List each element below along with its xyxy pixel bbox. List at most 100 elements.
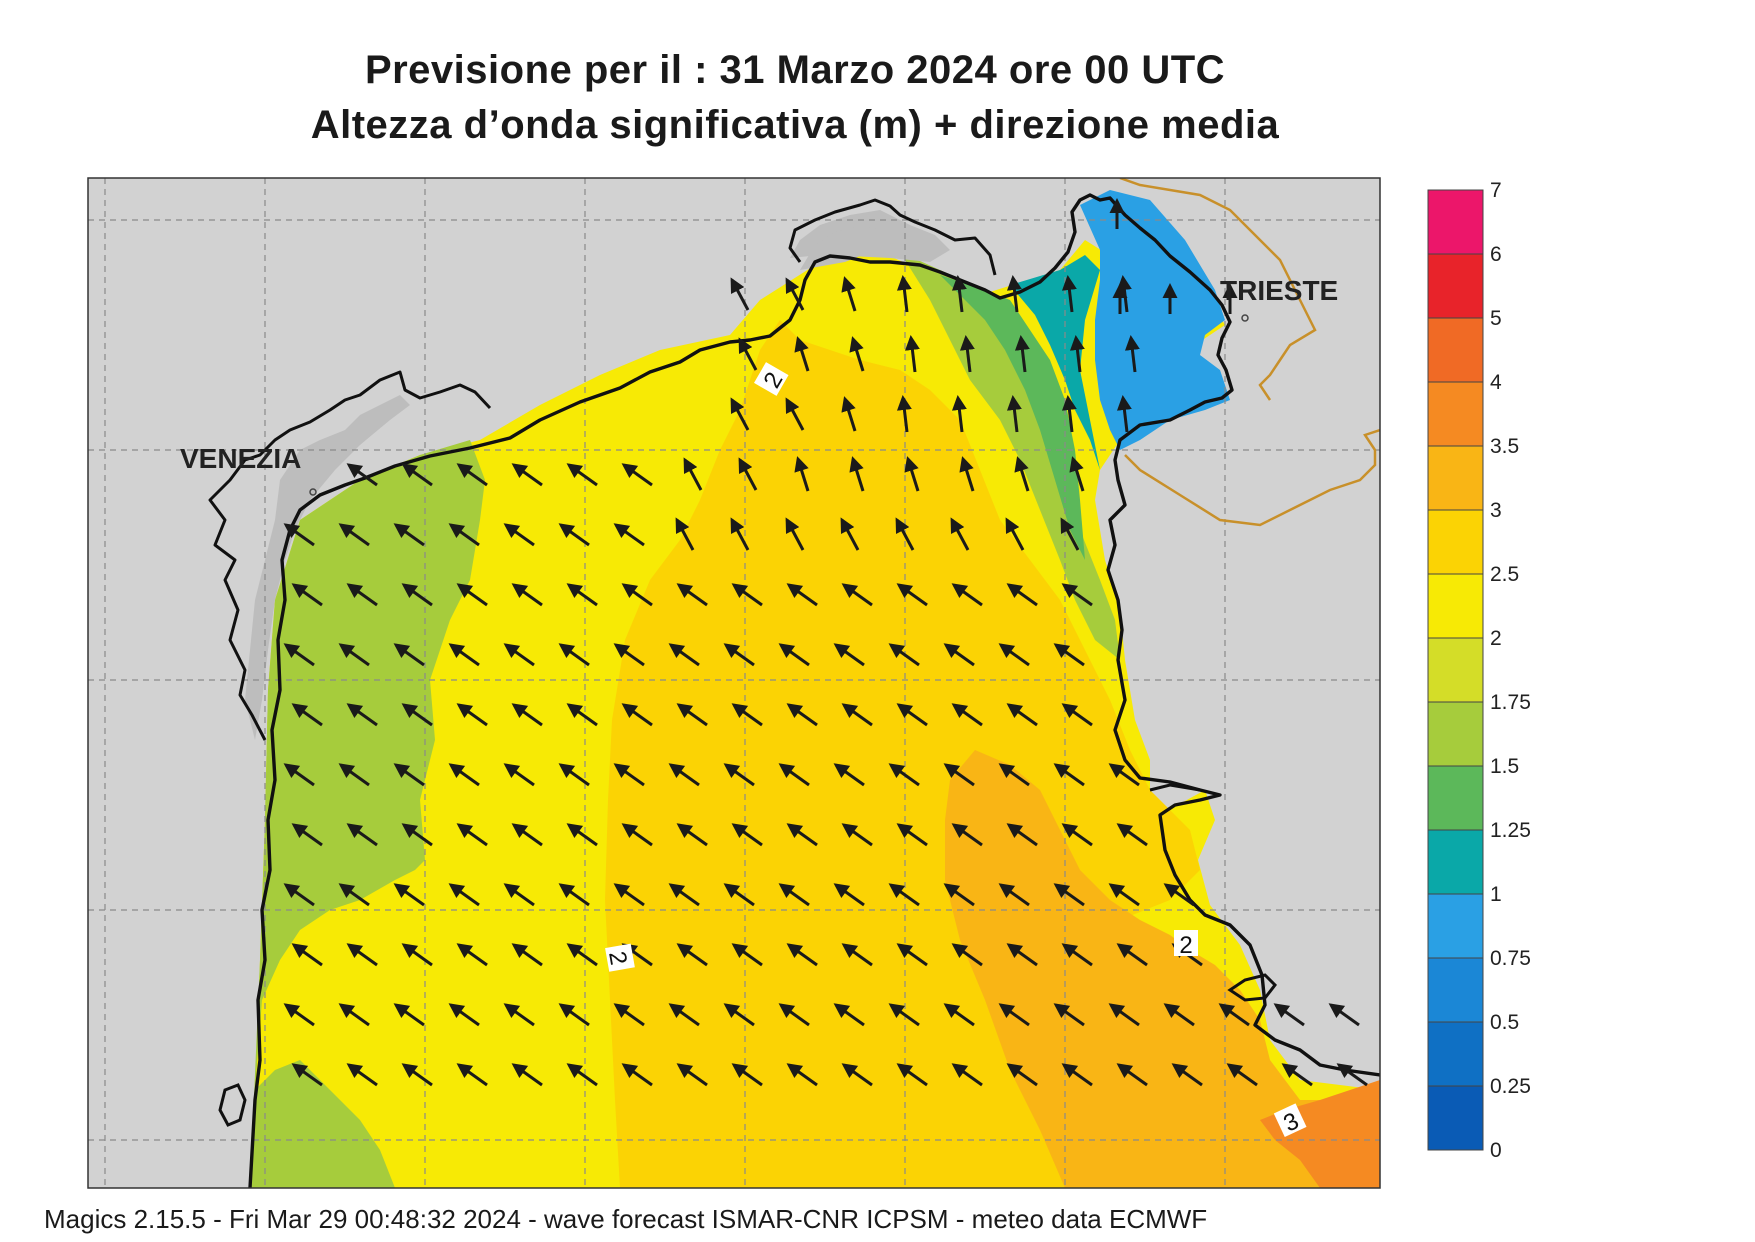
wave-arrow [456,703,488,727]
wave-arrow [291,943,323,967]
legend-swatch [1427,317,1484,383]
legend-tick-label: 4 [1490,371,1502,394]
legend-tick-label: 0.5 [1490,1011,1519,1034]
contour-label: 2 [1174,930,1198,959]
wave-arrow [393,763,425,787]
wave-arrow [833,1003,865,1027]
wave-arrow [943,643,975,667]
wave-arrow [456,823,488,847]
wave-arrow [676,703,708,727]
wave-arrow [346,943,378,967]
wave-arrow [613,1003,645,1027]
wave-arrow [1061,275,1077,313]
wave-arrow [794,336,810,372]
legend-tick-label: 3.5 [1490,435,1519,458]
wave-arrow [346,463,378,487]
wave-arrow [503,523,535,547]
svg-text:2: 2 [603,949,632,967]
wave-arrow [841,1063,873,1087]
wave-arrow [959,335,975,373]
zone-0.75-1 [1080,190,1230,450]
wave-arrow [393,523,425,547]
wave-arrow [283,523,315,547]
legend-swatch [1427,893,1484,959]
zone-3-3.5 [1260,1080,1380,1188]
wave-arrow [1108,883,1140,907]
wave-arrow [511,1063,543,1087]
wave-arrow [1171,1063,1203,1087]
color-legend: 0 0.25 0.5 0.75 1 1.25 1.5 1.75 2 2.5 3 3.5 4 5 6 7 [1427,179,1531,1162]
grado-outline [788,198,997,276]
wave-arrow [291,703,323,727]
wave-arrow [896,583,928,607]
wave-arrow [1116,943,1148,967]
wave-arrow [448,523,480,547]
map-frame [87,177,1381,1189]
wave-arrow [291,583,323,607]
wave-arrow [950,517,970,551]
wave-arrow [338,763,370,787]
wave-arrow [731,1063,763,1087]
wave-arrow [951,275,967,313]
wave-arrow [785,397,805,431]
legend-swatch [1427,701,1484,767]
zone-1.25-1.5 [940,275,1085,560]
legend-tick-label: 1.75 [1490,691,1531,714]
wave-arrow [904,456,920,492]
wave-arrow [841,276,857,312]
wave-arrow [841,396,857,432]
venice-lagoon [245,395,410,740]
wave-arrow [1281,1063,1313,1087]
wave-arrow [778,1003,810,1027]
wave-arrow [1061,1063,1093,1087]
wave-arrow [401,463,433,487]
wave-arrow [1014,456,1030,492]
wave-arrow [283,763,315,787]
wave-arrow [951,703,983,727]
wave-arrow [1006,275,1022,313]
legend-tick-label: 0.75 [1490,947,1531,970]
wave-arrow [448,1003,480,1027]
wave-arrow [738,457,758,491]
wave-arrow [1006,823,1038,847]
legend-tick-label: 7 [1490,179,1502,202]
wave-arrow [676,1063,708,1087]
wave-arrow [1124,335,1140,373]
wave-arrow [731,703,763,727]
wave-arrow [896,395,912,433]
wave-arrow [785,517,805,551]
wave-arrow [786,703,818,727]
wave-arrow [393,1003,425,1027]
wave-arrow [676,823,708,847]
zone-1-1.25 [1010,255,1100,470]
wave-arrow [346,1063,378,1087]
wave-arrow [613,763,645,787]
wave-arrow [896,1063,928,1087]
wave-arrow [448,763,480,787]
wave-arrow [1006,1063,1038,1087]
wave-arrow [1226,1063,1258,1087]
wave-arrow [786,583,818,607]
wave-arrow [841,943,873,967]
wave-arrow [558,643,590,667]
city-label-trieste: TRIESTE [1220,275,1338,306]
wave-arrow [1116,823,1148,847]
wave-arrow [566,463,598,487]
wave-arrow [1053,1003,1085,1027]
map-subtitle: Altezza d’onda significativa (m) + direz… [310,103,1280,147]
wave-arrow [1061,395,1077,433]
wave-arrow [511,943,543,967]
wave-arrow [1053,763,1085,787]
wave-arrow [566,583,598,607]
wave-arrow [676,583,708,607]
wave-arrow [951,943,983,967]
wave-arrow [393,883,425,907]
wave-arrow [841,823,873,847]
wave-arrow [1069,456,1085,492]
wave-arrow [1069,335,1085,373]
wave-arrow [888,763,920,787]
svg-text:2: 2 [1179,932,1192,959]
wave-arrow [448,883,480,907]
wave-arrow [1116,1063,1148,1087]
